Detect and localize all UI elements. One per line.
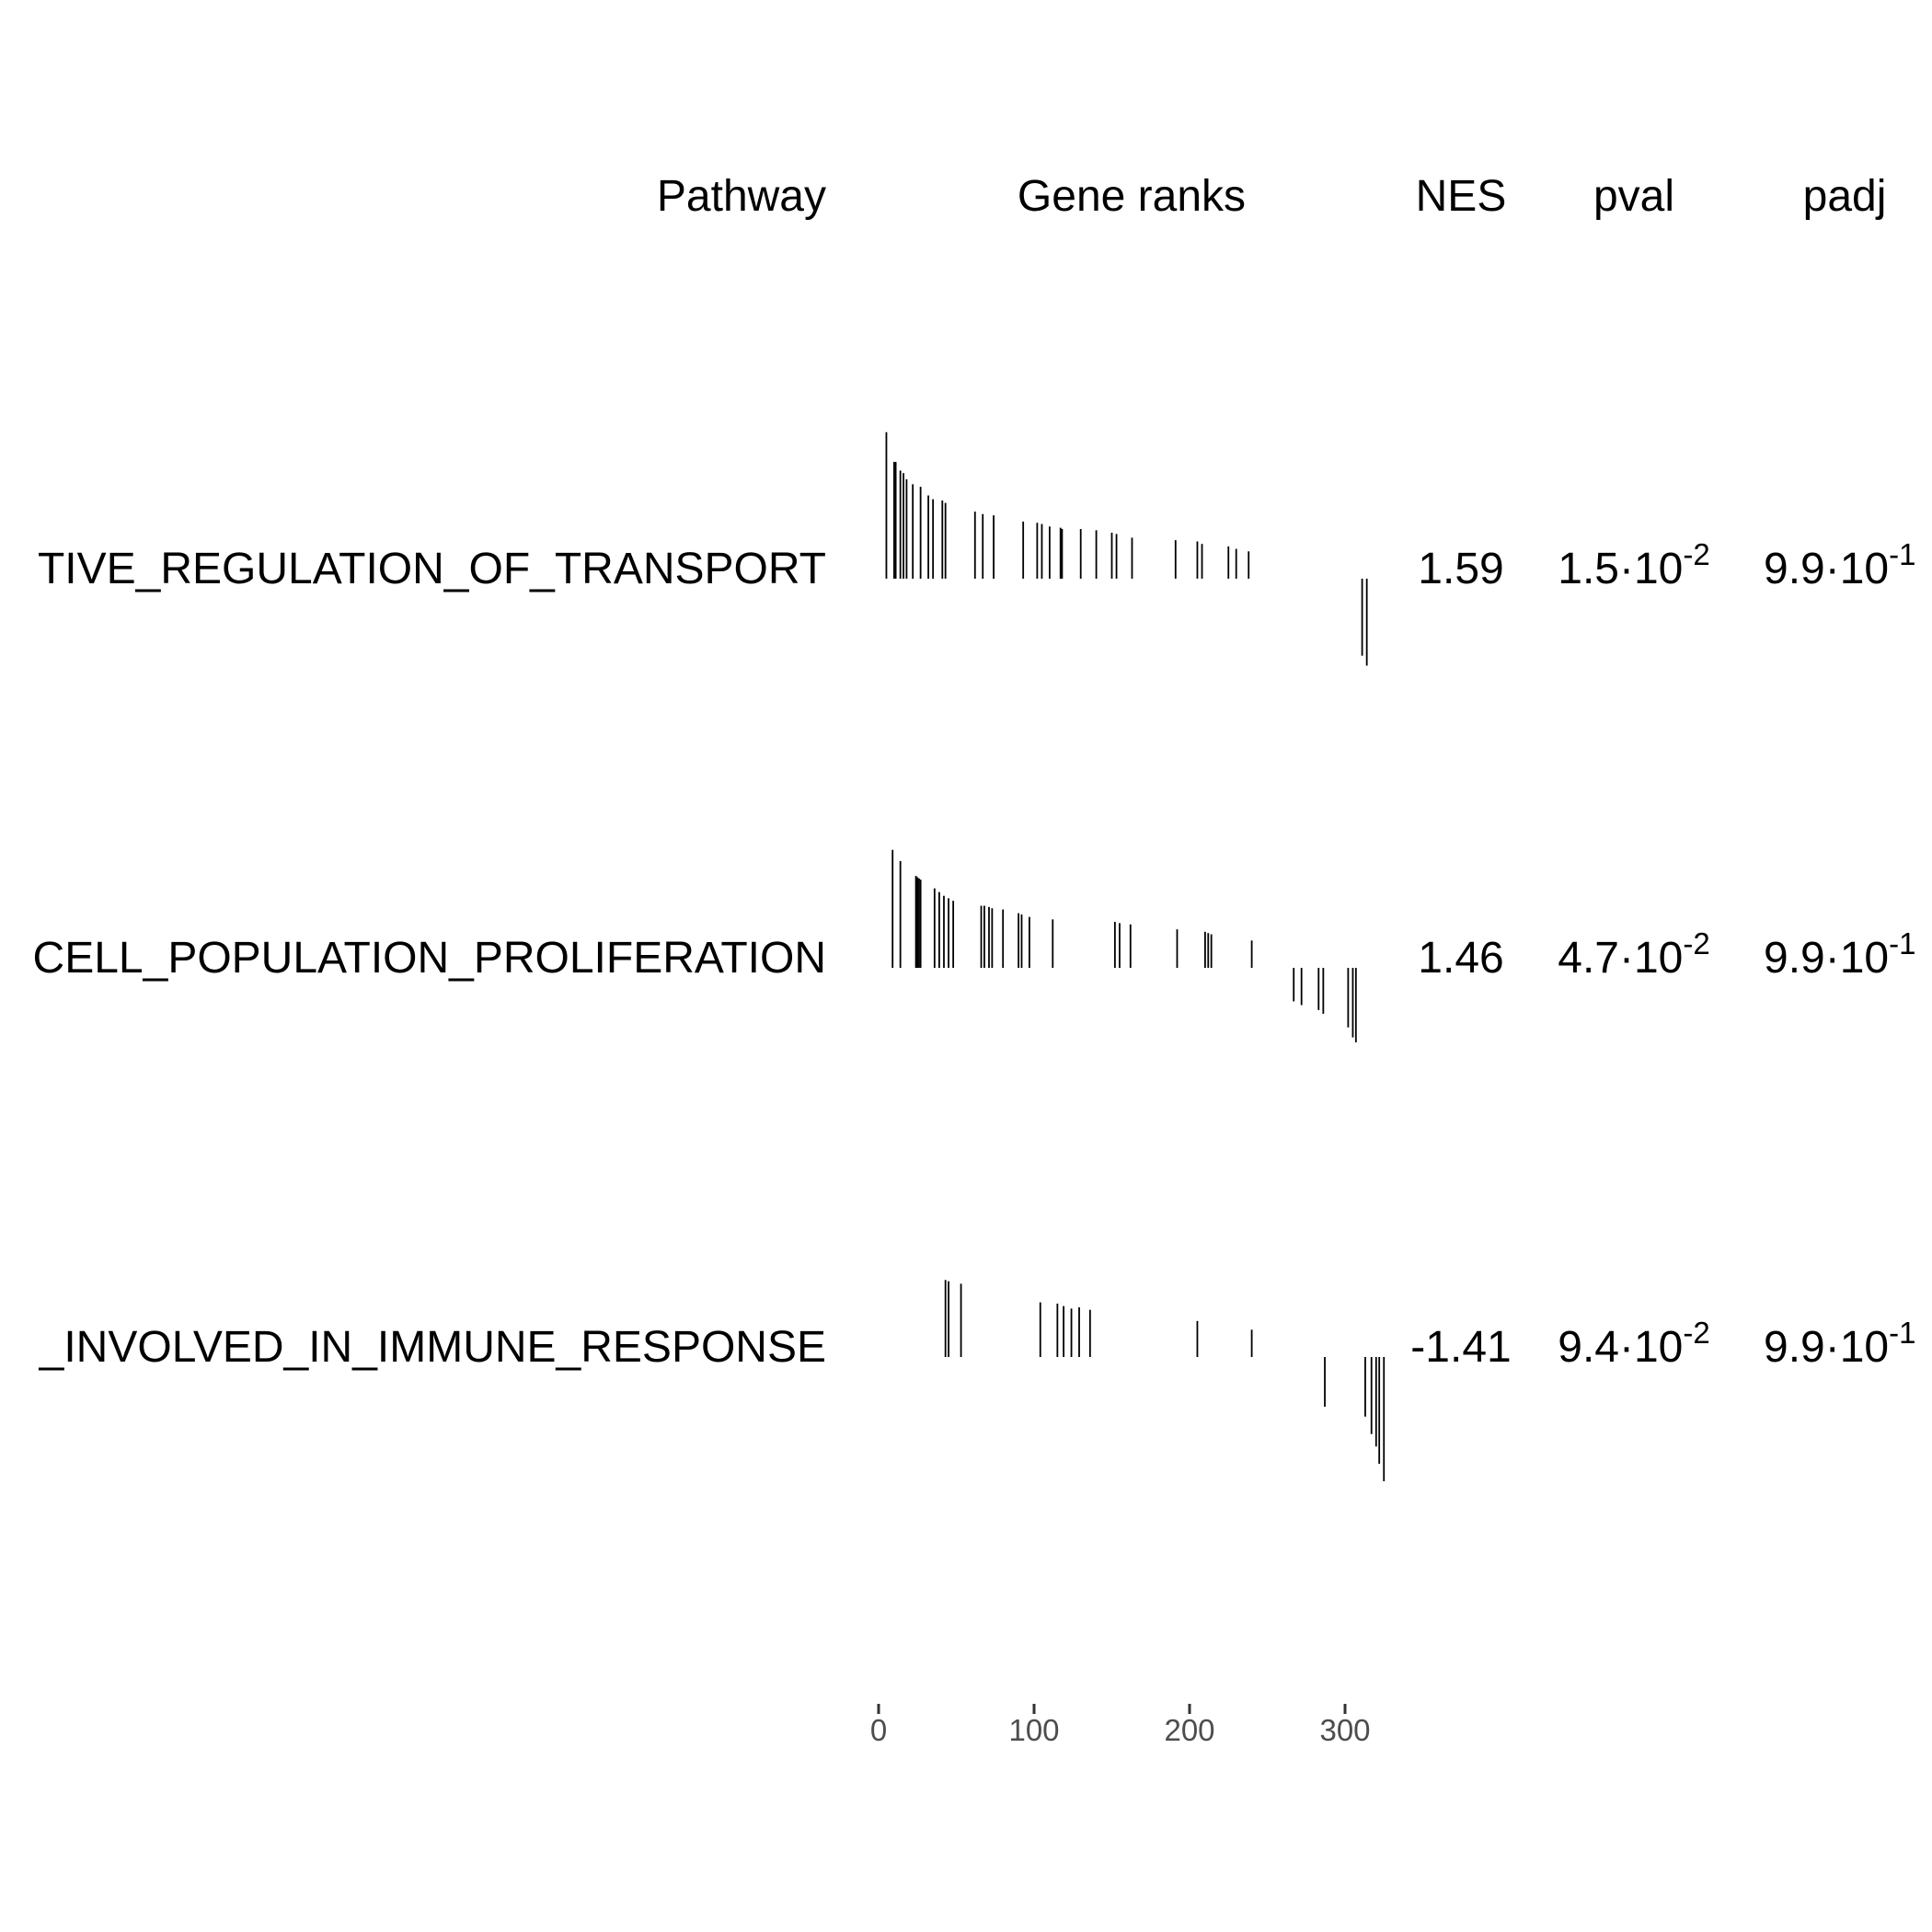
pathway-name: CELL_POPULATION_PROLIFERATION: [33, 934, 826, 983]
padj-value: 9.9·10-1: [1764, 926, 1915, 983]
nes-value: -1.41: [1410, 1323, 1511, 1372]
pval-value: 4.7·10-2: [1558, 926, 1709, 983]
padj-value: 9.9·10-1: [1764, 537, 1915, 593]
gene-rank-barcode: [891, 849, 1357, 1042]
pval-value: 1.5·10-2: [1558, 537, 1709, 593]
header-nes: NES: [1416, 172, 1507, 221]
nes-value: 1.46: [1418, 934, 1503, 983]
header-pathway: Pathway: [657, 172, 826, 221]
pathway-name: _INVOLVED_IN_IMMUNE_RESPONSE: [39, 1323, 826, 1372]
header-pval: pval: [1593, 172, 1674, 221]
table-row: TIVE_REGULATION_OF_TRANSPORT 1.59 1.5·10…: [38, 431, 1915, 666]
header-gene-ranks: Gene ranks: [1018, 172, 1246, 221]
padj-value: 9.9·10-1: [1764, 1316, 1915, 1372]
gene-rank-barcode: [944, 1280, 1386, 1481]
table-row: CELL_POPULATION_PROLIFERATION 1.46 4.7·1…: [33, 849, 1915, 1042]
x-tick-label: 0: [870, 1713, 887, 1747]
gene-rank-barcode: [885, 431, 1368, 666]
x-tick-label: 200: [1164, 1713, 1214, 1747]
x-tick-label: 300: [1319, 1713, 1370, 1747]
pval-value: 9.4·10-2: [1558, 1316, 1709, 1372]
nes-value: 1.59: [1418, 545, 1503, 593]
x-axis: 0 100 200 300: [870, 1704, 1371, 1747]
x-tick-label: 100: [1008, 1713, 1059, 1747]
header-padj: padj: [1803, 172, 1887, 221]
table-row: _INVOLVED_IN_IMMUNE_RESPONSE -1.41 9.4·1…: [39, 1280, 1915, 1481]
pathway-name: TIVE_REGULATION_OF_TRANSPORT: [38, 545, 826, 593]
